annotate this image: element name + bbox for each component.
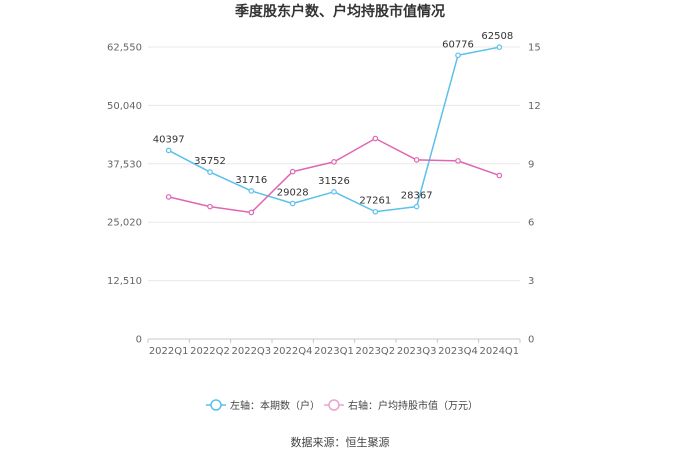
right-tick-label: 0: [528, 335, 534, 346]
data-point: [455, 158, 461, 164]
x-tick-label: 2022Q2: [190, 346, 230, 357]
data-point: [289, 168, 296, 175]
left-tick-label: 25,020: [107, 218, 142, 229]
x-tick-label: 2023Q3: [397, 346, 437, 357]
data-label: 35752: [194, 156, 226, 167]
data-label: 28367: [401, 191, 433, 202]
left-y-axis: 0 12,510 25,020 37,530 50,040 62,550: [107, 43, 142, 346]
legend-item-left[interactable]: 左轴：本期数（户）: [206, 399, 320, 412]
data-label: 40397: [153, 134, 185, 145]
data-label: 60776: [442, 39, 474, 50]
left-tick-label: 37,530: [107, 159, 142, 170]
series-layer: 40397 35752 31716 29028 31526 27261 28367 60776…: [153, 31, 513, 216]
legend-marker-right: [328, 399, 340, 411]
data-source: 数据来源：恒生聚源: [291, 435, 390, 449]
right-y-axis: 0 3 6 9 12 15: [528, 43, 541, 346]
right-tick-label: 3: [528, 276, 534, 287]
data-point: [413, 203, 420, 210]
legend-item-right[interactable]: 右轴：户均持股市值（万元）: [324, 399, 478, 412]
x-axis: 2022Q1 2022Q2 2022Q3 2022Q4 2023Q1 2023Q2 2023…: [147, 338, 521, 357]
left-tick-label: 12,510: [107, 276, 142, 287]
data-point: [165, 194, 172, 200]
x-tick-label: 2024Q1: [479, 346, 519, 357]
data-label: 31526: [318, 176, 350, 187]
right-tick-label: 12: [528, 101, 541, 112]
x-tick-label: 2022Q1: [149, 346, 189, 357]
data-point: [207, 169, 213, 175]
x-tick-label: 2022Q4: [273, 346, 313, 357]
legend-label-right: 右轴：户均持股市值（万元）: [348, 399, 478, 412]
x-tick-label: 2023Q2: [355, 346, 395, 357]
data-point: [372, 135, 379, 142]
right-tick-label: 15: [528, 43, 541, 54]
legend-label-left: 左轴：本期数（户）: [230, 399, 320, 412]
legend-marker-left: [210, 399, 222, 411]
data-label: 31716: [235, 175, 267, 186]
data-point: [248, 188, 255, 194]
data-point: [413, 157, 420, 163]
series-avg-value: [165, 135, 503, 216]
data-label: 29028: [277, 187, 309, 198]
data-point: [289, 200, 296, 207]
data-point: [248, 209, 255, 216]
series-line: [168, 46, 500, 213]
data-point: [455, 52, 461, 59]
data-point: [331, 159, 337, 165]
data-label: 27261: [359, 196, 391, 207]
data-point: [496, 44, 503, 50]
legend: 左轴：本期数（户） 右轴：户均持股市值（万元）: [206, 399, 478, 412]
data-point: [372, 208, 379, 215]
data-point: [165, 147, 172, 154]
x-tick-label: 2023Q4: [438, 346, 478, 357]
chart-title: 季度股东户数、户均持股市值情况: [234, 3, 445, 20]
series-shareholders: 40397 35752 31716 29028 31526 27261 28367 60776…: [153, 31, 513, 215]
right-tick-label: 9: [528, 159, 534, 170]
data-label: 62508: [481, 31, 513, 42]
data-point: [331, 189, 337, 195]
data-point: [496, 172, 503, 179]
left-tick-label: 0: [136, 335, 142, 346]
left-tick-label: 62,550: [107, 43, 142, 54]
x-tick-label: 2023Q1: [314, 346, 354, 357]
right-tick-label: 6: [528, 218, 534, 229]
data-point: [207, 203, 213, 210]
x-tick-label: 2022Q3: [231, 346, 271, 357]
left-tick-label: 50,040: [107, 101, 142, 112]
